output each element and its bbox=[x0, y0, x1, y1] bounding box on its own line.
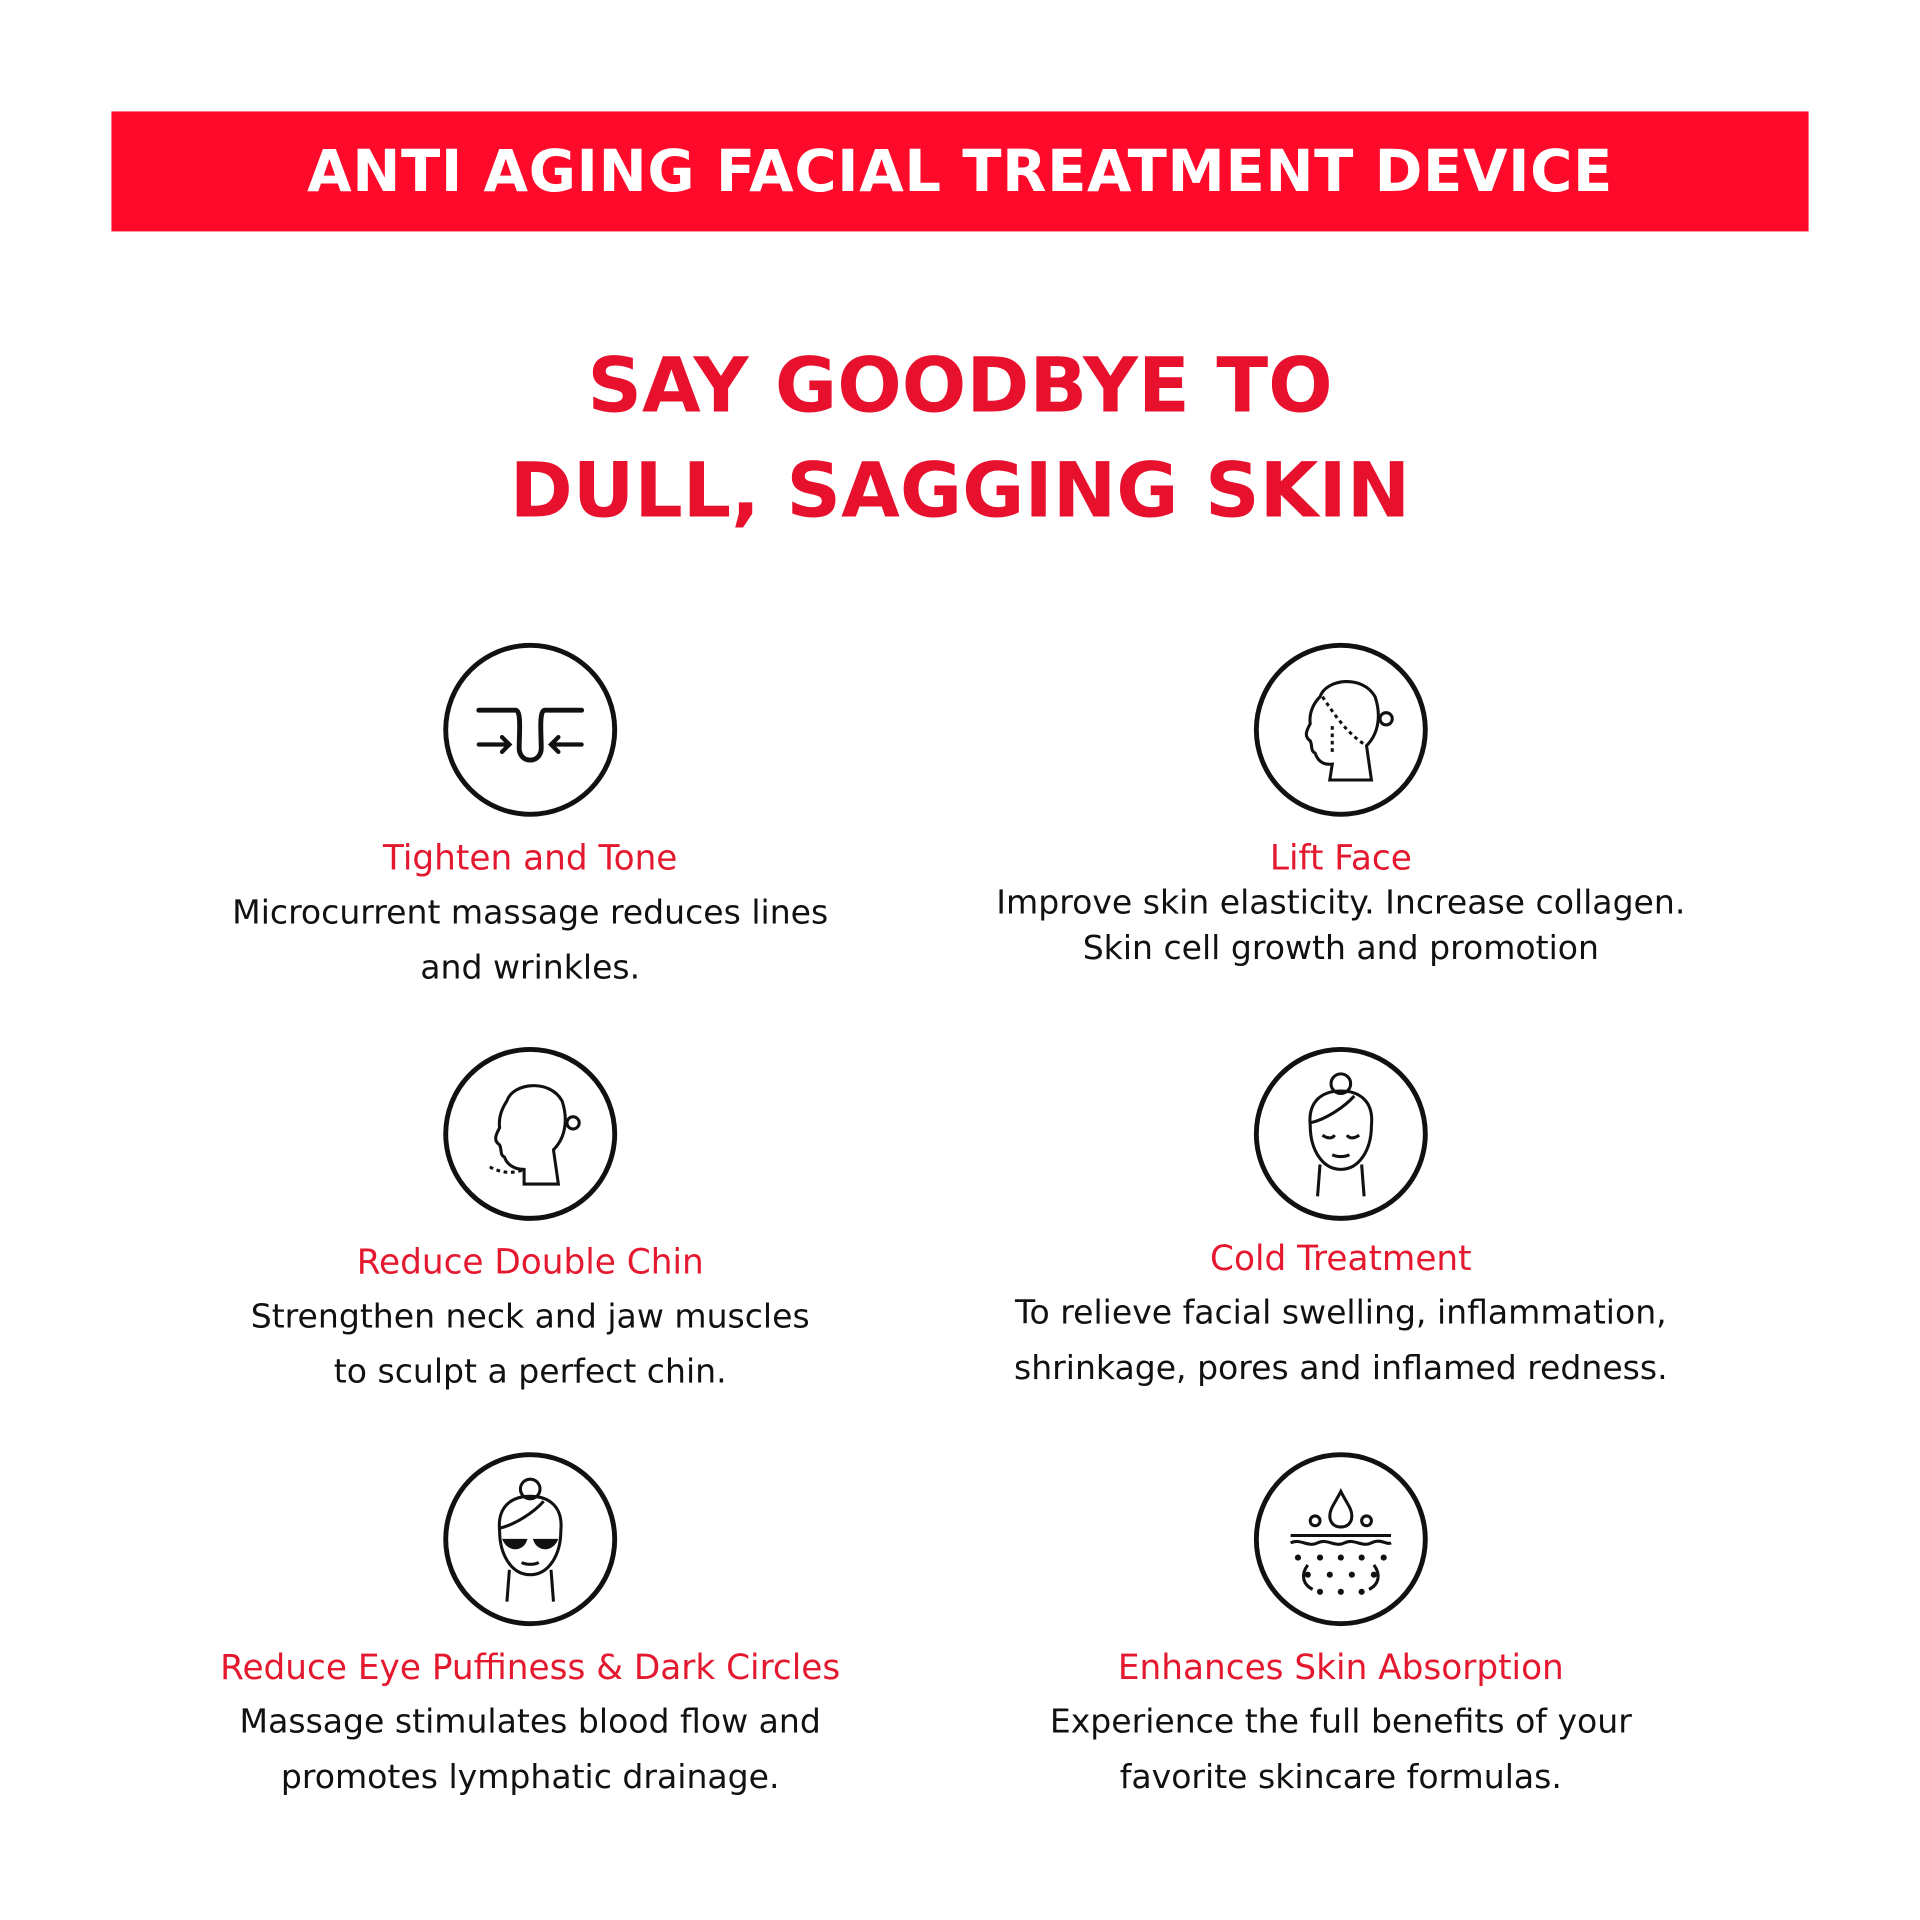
headline-line-1: SAY GOODBYE TO bbox=[587, 340, 1333, 430]
double-chin-icon bbox=[443, 1046, 618, 1221]
feature-desc-line: Improve skin elasticity. Increase collag… bbox=[996, 884, 1686, 923]
feature-title: Tighten and Tone bbox=[383, 837, 678, 878]
feature-desc-line: and wrinkles. bbox=[420, 948, 641, 987]
face-lift-icon bbox=[1253, 642, 1428, 817]
feature-desc-line: favorite skincare formulas. bbox=[1119, 1758, 1562, 1797]
cold-treatment-face-icon bbox=[1253, 1046, 1428, 1221]
feature-desc-line: Experience the full benefits of your bbox=[1049, 1703, 1632, 1742]
feature-desc-line: Microcurrent massage reduces lines bbox=[232, 893, 829, 932]
feature-title: Reduce Double Chin bbox=[356, 1241, 704, 1283]
feature-title: Lift Face bbox=[1269, 837, 1412, 878]
eye-patch-face-icon bbox=[443, 1452, 618, 1627]
feature-title: Enhances Skin Absorption bbox=[1117, 1646, 1564, 1688]
feature-desc-line: Skin cell growth and promotion bbox=[1082, 929, 1599, 968]
feature-title: Cold Treatment bbox=[1210, 1237, 1472, 1279]
feature-desc-line: To relieve facial swelling, inflammation… bbox=[1014, 1294, 1667, 1333]
feature-desc-line: Strengthen neck and jaw muscles bbox=[250, 1297, 810, 1336]
banner-title: ANTI AGING FACIAL TREATMENT DEVICE bbox=[307, 137, 1613, 206]
title-banner: ANTI AGING FACIAL TREATMENT DEVICE bbox=[111, 111, 1809, 232]
pore-tighten-icon bbox=[443, 642, 618, 817]
headline-line-2: DULL, SAGGING SKIN bbox=[509, 445, 1411, 536]
feature-desc-line: Massage stimulates blood flow and bbox=[239, 1703, 821, 1742]
feature-title: Reduce Eye Puffiness & Dark Circles bbox=[220, 1646, 841, 1688]
feature-desc-line: to sculpt a perfect chin. bbox=[333, 1353, 727, 1392]
feature-desc-line: shrinkage, pores and inflamed redness. bbox=[1013, 1349, 1668, 1388]
skin-absorption-icon bbox=[1253, 1452, 1428, 1627]
feature-desc-line: promotes lymphatic drainage. bbox=[280, 1758, 780, 1797]
